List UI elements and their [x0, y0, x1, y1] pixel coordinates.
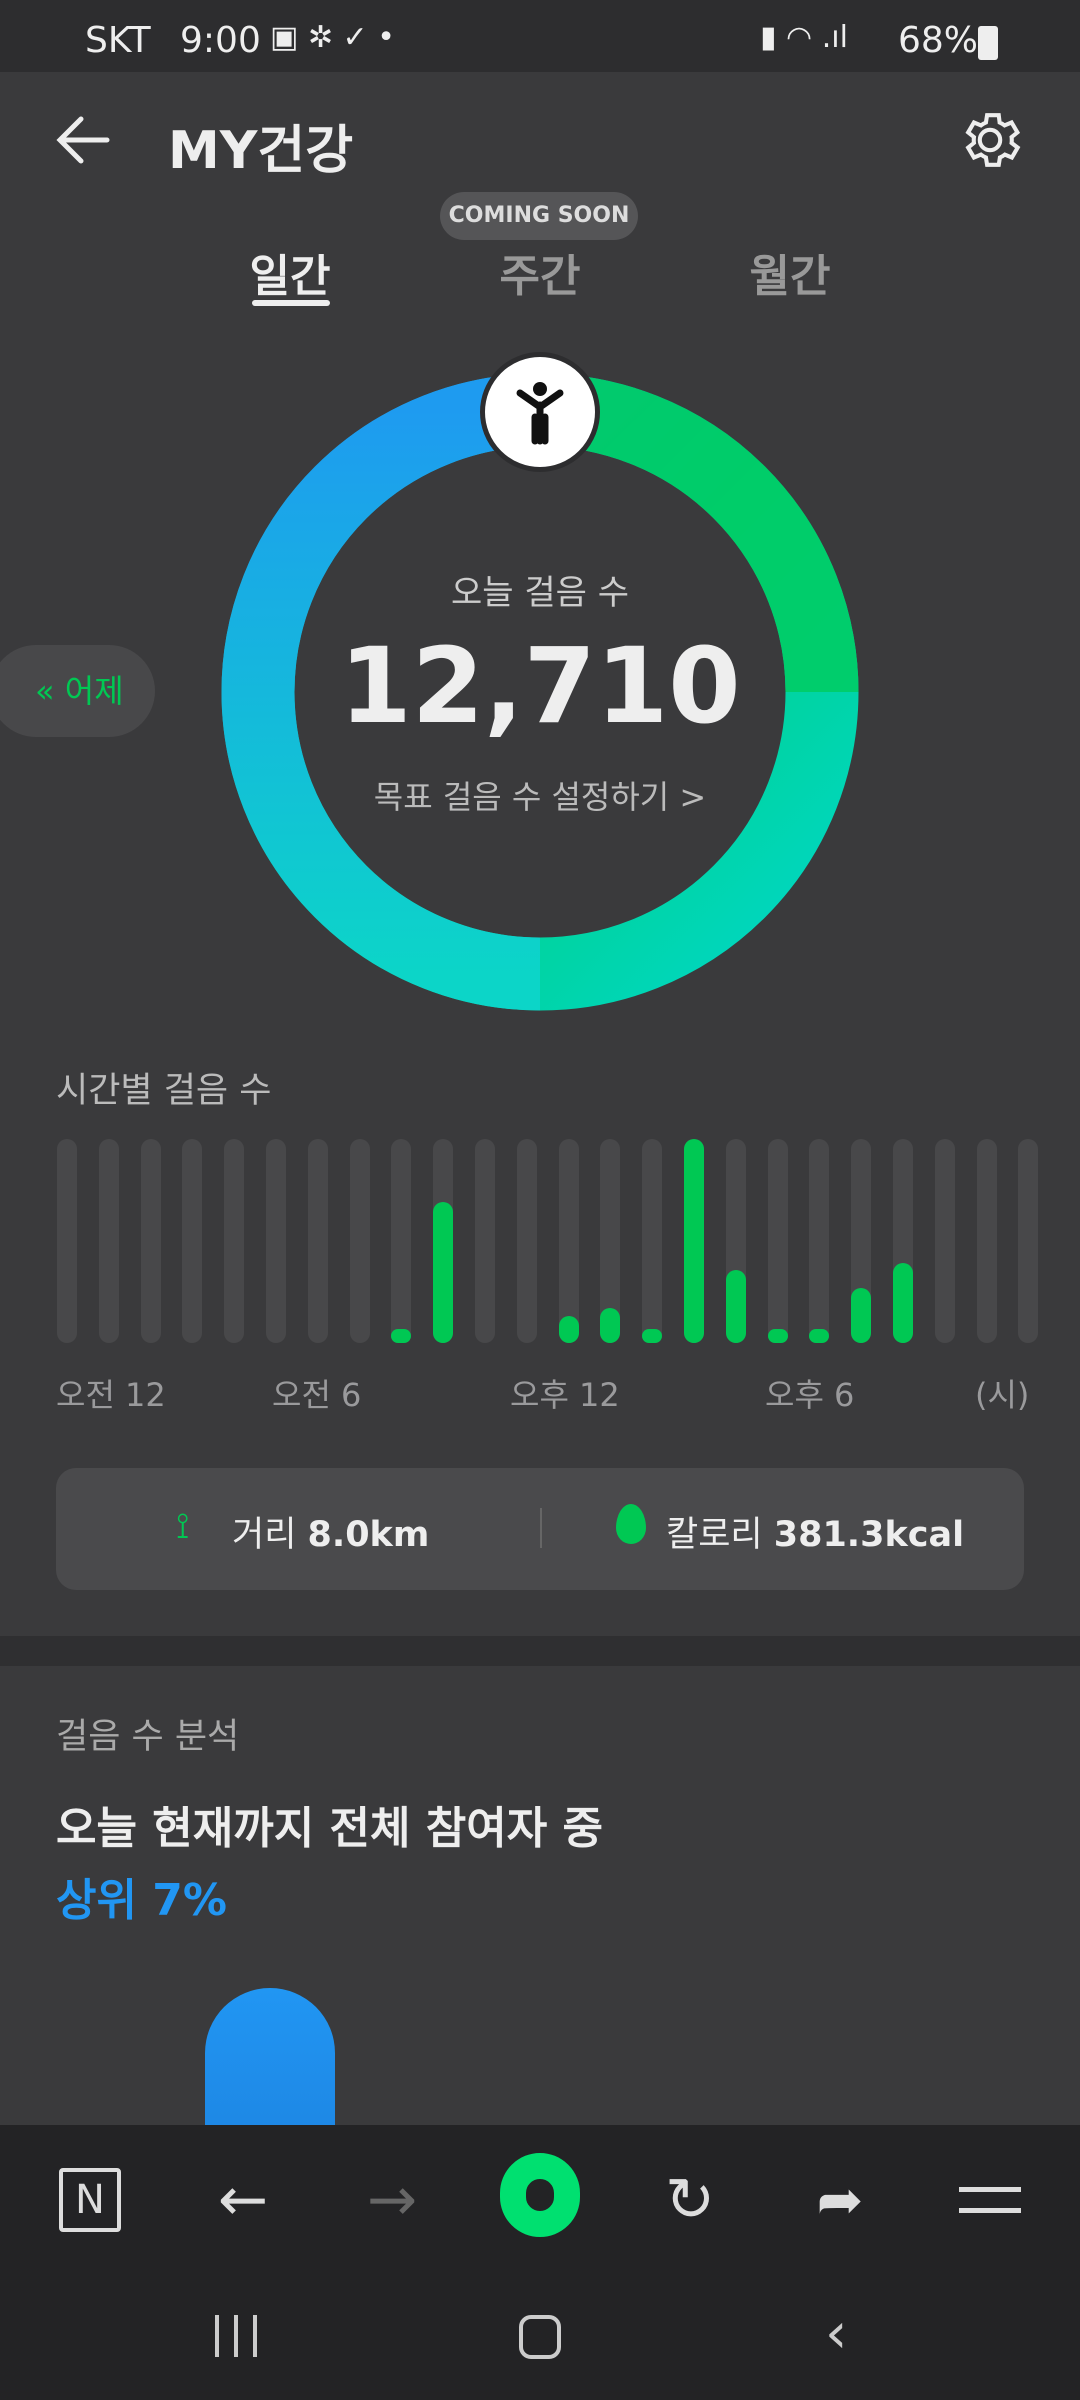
x-label: 오전 12 — [56, 1376, 166, 1414]
bar-track-19 — [851, 1139, 872, 1343]
bar-track-5 — [266, 1139, 286, 1343]
share-icon[interactable]: ➦ — [816, 2167, 864, 2233]
bar-16 — [725, 1269, 746, 1343]
tab-daily[interactable]: 일간 — [249, 251, 331, 302]
flame-icon — [616, 1504, 646, 1544]
back-arrow-icon[interactable] — [55, 115, 111, 165]
rank-bar — [205, 1988, 335, 2128]
bar-track-18 — [809, 1139, 830, 1343]
yesterday-button[interactable]: « 어제 — [0, 645, 155, 737]
forward-icon[interactable]: → — [366, 2165, 418, 2235]
bar-track-10 — [475, 1139, 495, 1343]
gear-icon[interactable] — [955, 105, 1025, 175]
active-tab-indicator — [252, 300, 330, 306]
carrier: SKT — [85, 20, 151, 61]
bar-track-22 — [976, 1139, 997, 1343]
refresh-icon[interactable]: ↻ — [664, 2165, 716, 2235]
bar-track-0 — [57, 1139, 77, 1343]
page-title: MY건강 — [168, 121, 354, 181]
calories: 칼로리 381.3kcal — [666, 1506, 964, 1557]
bar-track-21 — [934, 1139, 955, 1343]
distance: 거리 8.0km — [232, 1506, 429, 1557]
bar-track-4 — [224, 1139, 245, 1343]
distance-value: 8.0km — [307, 1515, 430, 1555]
status-bar: SKT 9:00 ▣ ✲ ✓ • ▮ ◠ .ıl 68% — [0, 0, 1080, 72]
bar-track-6 — [307, 1139, 328, 1343]
bar-20 — [893, 1263, 913, 1343]
analysis-title: 걸음 수 분석 — [56, 1717, 240, 1757]
bar-track-7 — [349, 1139, 370, 1343]
bar-15 — [684, 1139, 704, 1343]
bar-track-16 — [725, 1139, 746, 1343]
recents-icon[interactable] — [215, 2315, 257, 2357]
calorie-label: 칼로리 — [666, 1515, 763, 1555]
notification-icons: ▣ ✲ ✓ • — [270, 20, 395, 55]
bar-track-14 — [642, 1139, 663, 1343]
walking-person-icon — [480, 352, 600, 472]
nav-back-icon[interactable]: ‹ — [825, 2301, 848, 2366]
calorie-value: 381.3kcal — [773, 1515, 965, 1555]
bar-track-9 — [433, 1139, 454, 1343]
bar-track-13 — [600, 1139, 621, 1343]
back-icon[interactable]: ← — [217, 2165, 269, 2235]
bar-9 — [433, 1202, 454, 1343]
tab-weekly[interactable]: 주간 — [499, 251, 581, 302]
bar-track-11 — [516, 1139, 537, 1343]
menu-icon[interactable] — [959, 2187, 1021, 2213]
bar-19 — [851, 1287, 872, 1343]
x-label: 오후 12 — [510, 1376, 620, 1414]
battery-percent: 68% — [898, 20, 979, 61]
rank-text: 상위 7% — [56, 1875, 227, 1926]
bar-track-17 — [767, 1139, 788, 1343]
system-icons: ▮ ◠ .ıl — [760, 20, 848, 55]
bar-8 — [391, 1328, 412, 1343]
analysis-headline: 오늘 현재까지 전체 참여자 중 — [56, 1803, 604, 1854]
naver-home-icon[interactable]: N — [59, 2168, 121, 2232]
x-label: 오후 6 — [765, 1376, 855, 1414]
bar-track-12 — [558, 1139, 579, 1343]
route-icon: ⟟ — [176, 1506, 190, 1547]
bar-track-15 — [684, 1139, 704, 1343]
section-divider — [0, 1636, 1080, 1666]
summary-card: ⟟ 거리 8.0km 칼로리 381.3kcal — [56, 1468, 1024, 1590]
battery-icon — [978, 26, 998, 60]
bar-track-8 — [391, 1139, 412, 1343]
bar-18 — [809, 1329, 830, 1343]
bar-track-20 — [893, 1139, 913, 1343]
today-steps-label: 오늘 걸음 수 — [450, 573, 629, 613]
x-label: 오전 6 — [272, 1376, 362, 1414]
set-goal-link[interactable]: 목표 걸음 수 설정하기 > — [373, 778, 707, 816]
bar-track-2 — [140, 1139, 161, 1343]
distance-label: 거리 — [232, 1515, 297, 1555]
home-icon[interactable] — [519, 2315, 561, 2359]
bar-13 — [600, 1308, 621, 1343]
bar-track-23 — [1018, 1139, 1039, 1343]
bar-12 — [558, 1316, 579, 1343]
x-label: (시) — [975, 1376, 1030, 1414]
bar-track-3 — [182, 1139, 203, 1343]
bar-17 — [767, 1329, 788, 1343]
bar-track-1 — [98, 1139, 119, 1343]
browser-toolbar: N ← → ↻ ➦ — [0, 2125, 1080, 2265]
clock: 9:00 — [180, 20, 261, 61]
bar-14 — [642, 1329, 663, 1343]
green-dot-icon[interactable] — [500, 2153, 580, 2237]
coming-soon-badge: COMING SOON — [440, 192, 638, 240]
tab-monthly[interactable]: 월간 — [749, 251, 831, 302]
today-steps-value: 12,710 — [339, 625, 741, 747]
divider — [540, 1508, 542, 1548]
hourly-title: 시간별 걸음 수 — [56, 1071, 272, 1111]
system-nav-bar: ‹ — [0, 2265, 1080, 2400]
